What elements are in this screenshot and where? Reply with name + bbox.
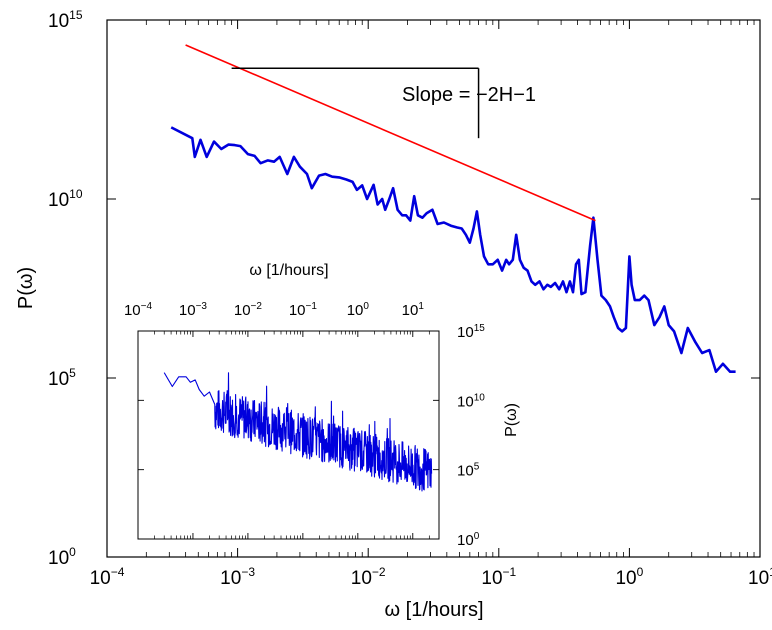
inset-axis-ticks: 10−4 10−3 10−2 10−1 100 101 100 105 1010 1015 [124, 301, 485, 549]
main-series-group [170, 44, 736, 373]
inset-x-tick-label: 101 [402, 301, 425, 319]
main-x-tick-label: 10−3 [220, 565, 255, 589]
inset-x-tick-label: 10−2 [234, 301, 263, 319]
slope-annotation-label: Slope = −2H−1 [402, 84, 536, 106]
inset-x-tick-label: 100 [347, 301, 370, 319]
main-x-tick-label: 10−4 [90, 565, 125, 589]
main-spectrum-line [170, 126, 736, 373]
main-x-axis-title: ω [1/hours] [385, 599, 484, 621]
main-y-tick-label: 1015 [48, 8, 83, 32]
main-y-axis-title: P(ω) [15, 267, 37, 309]
inset-y-tick-label: 105 [457, 462, 480, 480]
main-plot-frame [106, 19, 761, 558]
main-x-tick-label: 10−1 [481, 565, 516, 589]
main-y-tick-label: 105 [48, 366, 76, 390]
inset-y-tick-label: 100 [457, 531, 480, 549]
inset-y-tick-label: 1015 [457, 323, 485, 341]
main-fit-line [185, 44, 596, 222]
inset-series-group [163, 372, 433, 492]
main-y-tick-label: 100 [48, 545, 76, 569]
inset-x-tick-label: 10−4 [124, 301, 153, 319]
slope-annotation-group: Slope = −2H−1 [231, 67, 536, 139]
main-x-tick-label: 101 [748, 565, 772, 589]
inset-y-tick-label: 1010 [457, 392, 485, 410]
main-x-tick-label: 10−2 [351, 565, 386, 589]
inset-x-tick-label: 10−3 [179, 301, 208, 319]
main-y-tick-label: 1010 [48, 187, 83, 211]
inset-y-axis-title: P(ω) [503, 403, 520, 437]
inset-x-tick-label: 10−1 [289, 301, 318, 319]
inset-x-axis-title: ω [1/hours] [249, 262, 328, 279]
inset-spectrum-line [163, 372, 433, 492]
main-x-tick-label: 100 [615, 565, 643, 589]
